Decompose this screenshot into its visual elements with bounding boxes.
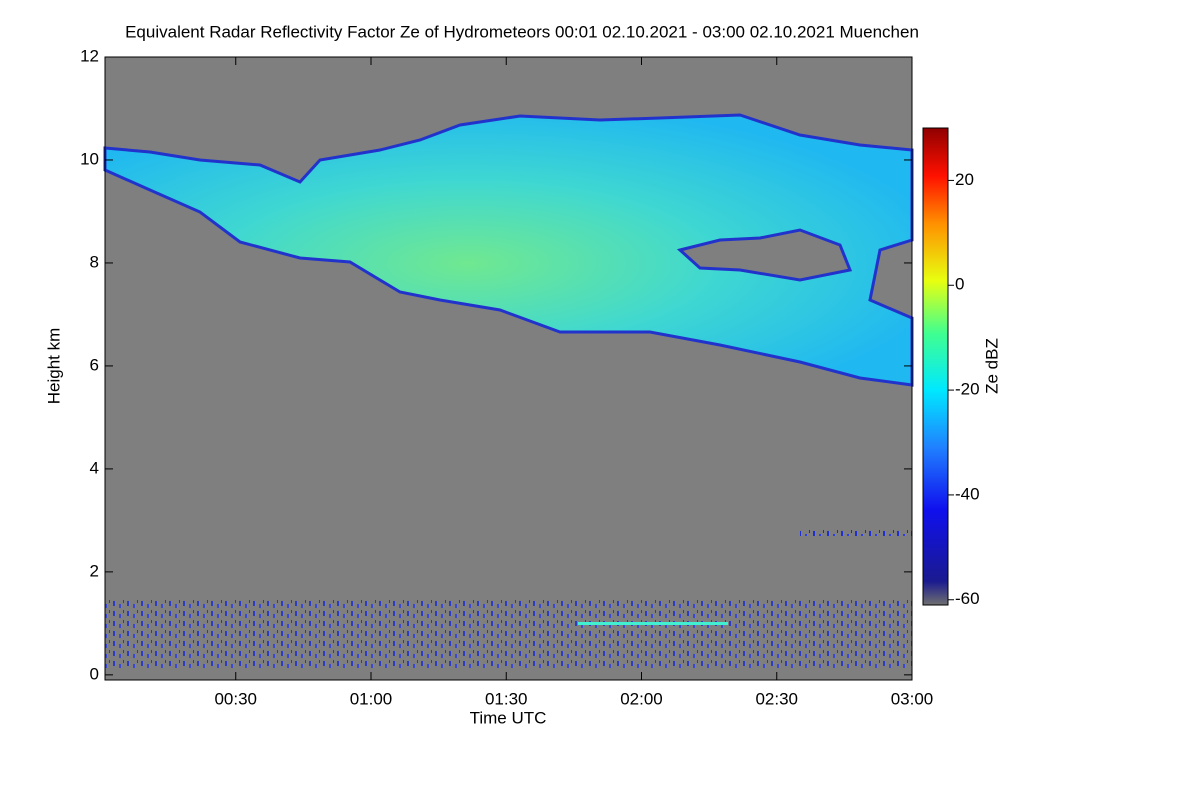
y-axis-label: Height km <box>44 328 63 405</box>
x-tick-label: 03:00 <box>891 689 934 708</box>
mid-echo <box>800 528 912 536</box>
y-tick-label: 2 <box>90 561 99 580</box>
y-tick-label: 12 <box>80 46 99 65</box>
colorbar-tick-label: -60 <box>955 589 980 608</box>
x-tick-label: 01:30 <box>485 689 528 708</box>
x-tick-label: 00:30 <box>214 689 257 708</box>
y-tick-label: 0 <box>90 664 99 683</box>
x-tick-label: 01:00 <box>350 689 393 708</box>
colorbar <box>922 127 949 606</box>
x-tick-label: 02:00 <box>620 689 663 708</box>
x-tick-label: 02:30 <box>755 689 798 708</box>
plot-frame <box>104 56 913 681</box>
colorbar-label: Ze dBZ <box>982 338 1001 394</box>
reflectivity-field <box>103 113 914 670</box>
chart-title: Equivalent Radar Reflectivity Factor Ze … <box>125 22 919 41</box>
cloud-gap <box>676 228 853 282</box>
cloud-layer <box>103 113 914 387</box>
y-tick-label: 8 <box>90 252 99 271</box>
y-tick-label: 4 <box>90 458 99 477</box>
colorbar-tick-label: 20 <box>955 170 974 189</box>
x-axis-label: Time UTC <box>470 708 547 727</box>
y-tick-label: 6 <box>90 355 99 374</box>
low-clutter-line <box>578 622 728 625</box>
colorbar-tick-label: 0 <box>955 275 964 294</box>
y-tick-label: 10 <box>80 149 99 168</box>
colorbar-tick-label: -20 <box>955 380 980 399</box>
colorbar-tick-label: -40 <box>955 484 980 503</box>
low-clutter <box>105 598 912 670</box>
